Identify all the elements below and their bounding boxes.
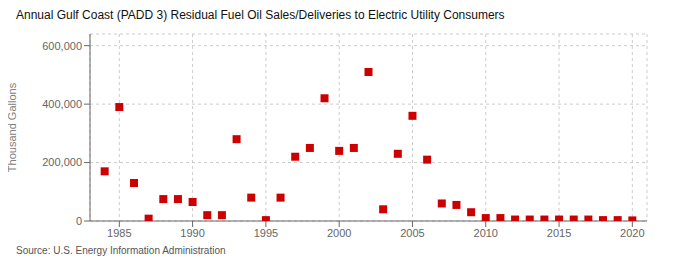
svg-text:1995: 1995 — [254, 227, 278, 239]
svg-text:2010: 2010 — [474, 227, 498, 239]
svg-text:Thousand Gallons: Thousand Gallons — [8, 82, 18, 172]
svg-text:600,000: 600,000 — [42, 40, 82, 52]
svg-text:2015: 2015 — [547, 227, 571, 239]
svg-text:2020: 2020 — [620, 227, 644, 239]
svg-text:400,000: 400,000 — [42, 98, 82, 110]
html-text:Source: U.S. Energy Informatio: Source: U.S. Energy Information Administ… — [16, 245, 226, 256]
svg-text:2005: 2005 — [400, 227, 424, 239]
svg-text:2000: 2000 — [327, 227, 351, 239]
svg-text:1985: 1985 — [107, 227, 131, 239]
svg-text:1990: 1990 — [180, 227, 204, 239]
svg-text:200,000: 200,000 — [42, 156, 82, 168]
html-text:Annual Gulf Coast (PADD 3) Res: Annual Gulf Coast (PADD 3) Residual Fuel… — [16, 8, 505, 22]
svg-text:0: 0 — [76, 215, 82, 227]
